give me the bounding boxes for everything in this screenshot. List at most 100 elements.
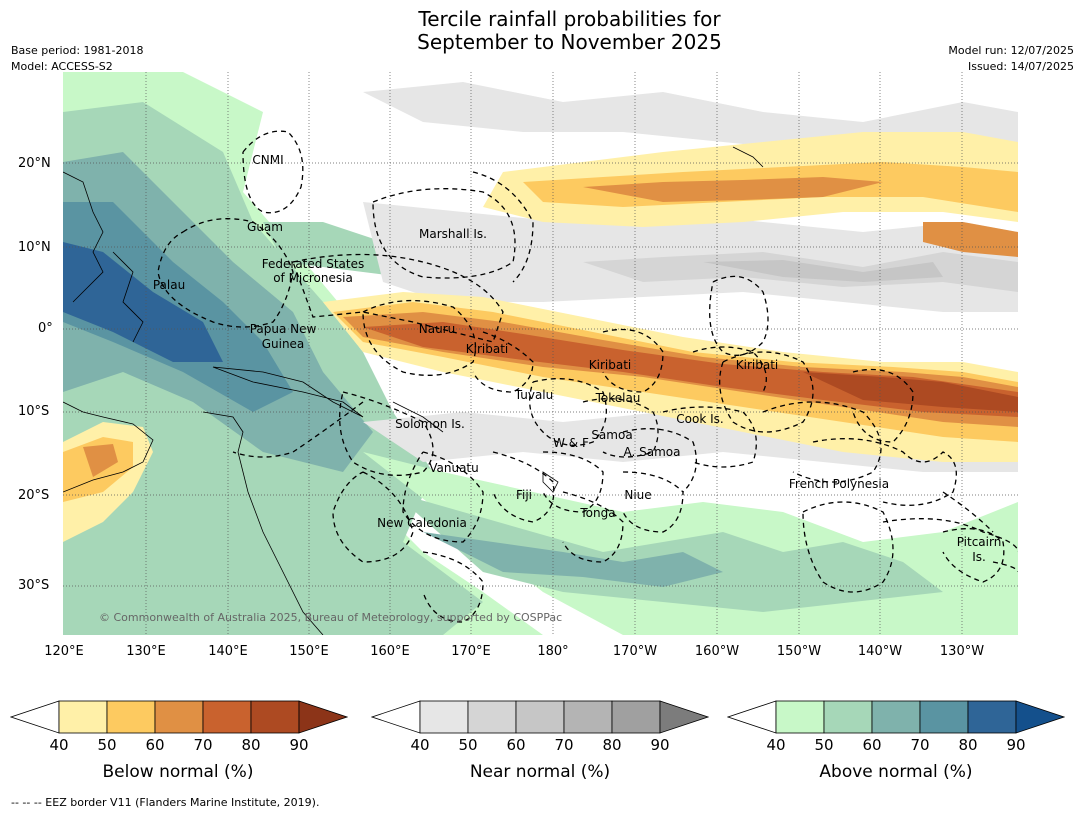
footnote: -- -- -- EEZ border V11 (Flanders Marine… <box>11 796 320 809</box>
cb-near-tick-60: 60 <box>506 736 526 754</box>
cb-near-tick-50: 50 <box>458 736 478 754</box>
colorbar-min-arrow <box>727 700 777 734</box>
cb-above-tick-40: 40 <box>766 736 786 754</box>
coastlines <box>63 146 764 635</box>
colorbar-below-label: Below normal (%) <box>102 762 254 782</box>
lon-label-150e: 150°E <box>289 644 329 659</box>
lon-label-130w: 130°W <box>939 644 985 659</box>
lon-label-170e: 170°E <box>451 644 491 659</box>
meta-right: Model run: 12/07/2025 Issued: 14/07/2025 <box>948 43 1074 75</box>
lon-label-130e: 130°E <box>126 644 166 659</box>
colorbar-max-arrow <box>659 700 709 734</box>
label-tuvalu: Tuvalu <box>514 388 554 402</box>
label-american-samoa: A. Samoa <box>624 445 681 459</box>
colorbar-swatch <box>775 700 825 734</box>
cb-above-tick-50: 50 <box>814 736 834 754</box>
lat-label-20s: 20°S <box>18 488 50 503</box>
label-kiribati-west: Kiribati <box>466 342 508 356</box>
shading-layer <box>63 72 1018 635</box>
colorbar-above-label: Above normal (%) <box>819 762 973 782</box>
label-png-line1: Papua New <box>250 322 317 336</box>
label-pitcairn-line1: Pitcairn <box>957 535 1002 549</box>
colorbar-near-normal <box>371 700 709 734</box>
colorbar-below-normal <box>10 700 348 734</box>
issued-date: Issued: 14/07/2025 <box>967 60 1074 73</box>
label-new-caledonia: New Caledonia <box>377 516 467 530</box>
cb-near-tick-80: 80 <box>602 736 622 754</box>
label-cook-is: Cook Is. <box>676 412 723 426</box>
cb-below-tick-40: 40 <box>49 736 69 754</box>
label-solomon-is: Solomon Is. <box>395 417 465 431</box>
cb-below-tick-90: 90 <box>289 736 309 754</box>
cb-below-tick-80: 80 <box>241 736 261 754</box>
label-tonga: Tonga <box>579 506 615 520</box>
label-vanuatu: Vanuatu <box>429 461 479 475</box>
lat-label-10s: 10°S <box>18 404 50 419</box>
lon-label-120e: 120°E <box>44 644 84 659</box>
colorbar-swatch <box>563 700 613 734</box>
label-png-line2: Guinea <box>262 337 305 351</box>
colorbar-near-swatches <box>371 700 709 734</box>
label-cnmi: CNMI <box>252 153 283 167</box>
colorbar-swatch <box>611 700 661 734</box>
lon-label-140w: 140°W <box>857 644 903 659</box>
model-name: Model: ACCESS-S2 <box>11 60 113 73</box>
label-pitcairn-line2: Is. <box>972 550 986 564</box>
label-samoa: Samoa <box>591 428 632 442</box>
colorbar-swatch <box>202 700 252 734</box>
label-french-polynesia: French Polynesia <box>789 477 889 491</box>
title-line-2: September to November 2025 <box>417 30 722 54</box>
colorbar-min-arrow <box>371 700 421 734</box>
cb-below-tick-70: 70 <box>193 736 213 754</box>
label-guam: Guam <box>247 220 283 234</box>
label-kiribati-east: Kiribati <box>736 358 778 372</box>
lon-label-180: 180° <box>537 644 569 659</box>
lon-label-160e: 160°E <box>370 644 410 659</box>
colorbar-swatch <box>467 700 517 734</box>
cb-above-tick-60: 60 <box>862 736 882 754</box>
label-fiji: Fiji <box>516 488 532 502</box>
colorbar-swatch <box>250 700 300 734</box>
cb-near-tick-70: 70 <box>554 736 574 754</box>
label-nauru: Nauru <box>419 322 455 336</box>
map-title: Tercile rainfall probabilities for Septe… <box>0 8 1085 54</box>
colorbar-swatch <box>419 700 469 734</box>
label-wallis-futuna: W & F <box>553 436 589 450</box>
colorbar-above-normal <box>727 700 1065 734</box>
base-period: Base period: 1981-2018 <box>11 44 144 57</box>
eez-borders <box>157 130 1018 623</box>
lat-label-20n: 20°N <box>18 156 51 171</box>
colorbar-swatch <box>58 700 108 734</box>
colorbar-min-arrow <box>10 700 60 734</box>
title-line-1: Tercile rainfall probabilities for <box>418 7 721 31</box>
colorbar-swatch <box>919 700 969 734</box>
gridlines <box>63 72 1018 635</box>
colorbar-swatch <box>871 700 921 734</box>
colorbar-max-arrow <box>298 700 348 734</box>
lon-label-140e: 140°E <box>208 644 248 659</box>
label-fsm-line2: of Micronesia <box>273 271 353 285</box>
lon-label-160w: 160°W <box>694 644 740 659</box>
label-kiribati-central: Kiribati <box>589 358 631 372</box>
label-fsm-line1: Federated States <box>262 257 364 271</box>
colorbar-swatch <box>823 700 873 734</box>
lat-label-0: 0° <box>38 321 53 336</box>
model-run: Model run: 12/07/2025 <box>948 44 1074 57</box>
cb-below-tick-50: 50 <box>97 736 117 754</box>
label-niue: Niue <box>624 488 651 502</box>
colorbar-below-swatches <box>10 700 348 734</box>
colorbar-swatch <box>967 700 1017 734</box>
colorbar-above-swatches <box>727 700 1065 734</box>
colorbar-near-label: Near normal (%) <box>469 762 611 782</box>
colorbar-max-arrow <box>1015 700 1065 734</box>
colorbar-swatch <box>106 700 156 734</box>
probability-map: CNMI Guam Marshall Is. Federated States … <box>63 72 1018 635</box>
copyright-text: © Commonwealth of Australia 2025, Bureau… <box>99 611 562 624</box>
lon-label-150w: 150°W <box>776 644 822 659</box>
colorbar-swatch <box>154 700 204 734</box>
label-tokelau: Tokelau <box>595 391 641 405</box>
lat-label-30s: 30°S <box>18 578 50 593</box>
cb-near-tick-90: 90 <box>650 736 670 754</box>
cb-above-tick-80: 80 <box>958 736 978 754</box>
colorbar-swatch <box>515 700 565 734</box>
